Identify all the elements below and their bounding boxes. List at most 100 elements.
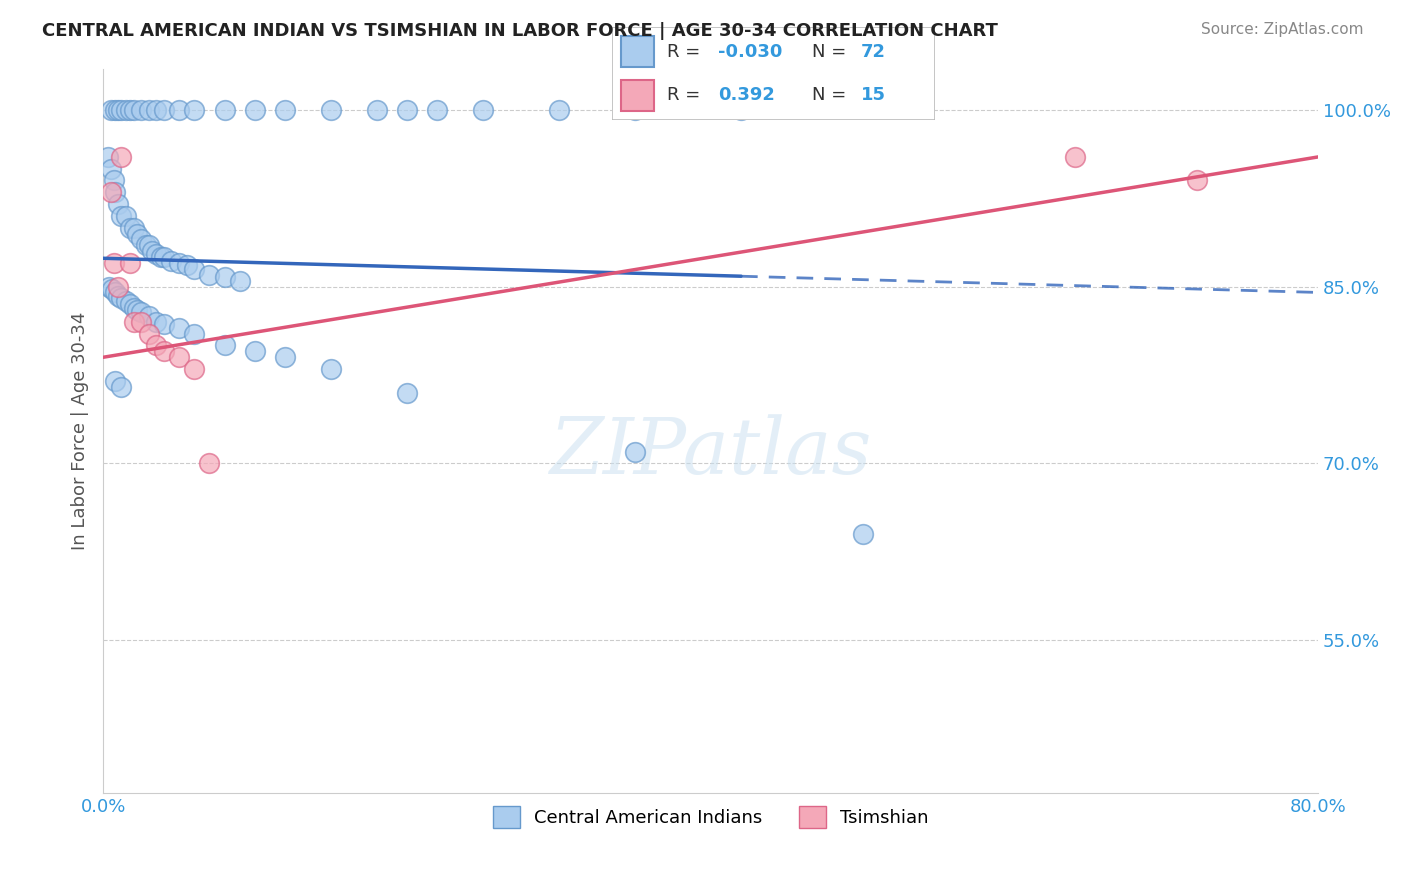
Point <box>107 197 129 211</box>
Text: -0.030: -0.030 <box>718 43 783 61</box>
Text: 15: 15 <box>860 87 886 104</box>
Text: R =: R = <box>666 43 700 61</box>
Point <box>214 103 236 117</box>
Point <box>243 103 266 117</box>
Point <box>122 315 145 329</box>
Text: 0.392: 0.392 <box>718 87 775 104</box>
Point <box>183 261 205 276</box>
Point <box>110 103 132 117</box>
FancyBboxPatch shape <box>621 80 654 111</box>
Point <box>97 150 120 164</box>
Text: 72: 72 <box>860 43 886 61</box>
Point <box>623 103 645 117</box>
Point <box>103 173 125 187</box>
Point <box>98 279 121 293</box>
FancyBboxPatch shape <box>612 27 935 120</box>
Point <box>115 209 138 223</box>
Point <box>125 303 148 318</box>
Point <box>107 279 129 293</box>
Point <box>319 362 342 376</box>
Point <box>160 253 183 268</box>
Text: N =: N = <box>813 43 846 61</box>
Point <box>107 103 129 117</box>
Point <box>100 103 122 117</box>
Point <box>471 103 494 117</box>
Point <box>183 103 205 117</box>
Point <box>153 344 176 359</box>
Point <box>167 256 190 270</box>
Point <box>104 186 127 200</box>
Point <box>395 385 418 400</box>
Point <box>395 103 418 117</box>
Point <box>198 456 221 470</box>
Point <box>547 103 569 117</box>
Point <box>167 103 190 117</box>
Point <box>110 380 132 394</box>
Point <box>1185 173 1208 187</box>
Point <box>145 103 167 117</box>
Point <box>366 103 388 117</box>
Point <box>730 103 752 117</box>
Point <box>100 161 122 176</box>
Point <box>110 209 132 223</box>
Point <box>104 285 127 300</box>
Point <box>153 250 176 264</box>
Text: R =: R = <box>666 87 700 104</box>
Point <box>141 244 163 259</box>
Point <box>120 297 142 311</box>
Point <box>138 326 160 341</box>
Point <box>104 374 127 388</box>
Point <box>120 256 142 270</box>
Point <box>145 246 167 260</box>
Text: Source: ZipAtlas.com: Source: ZipAtlas.com <box>1201 22 1364 37</box>
Point <box>176 258 198 272</box>
Y-axis label: In Labor Force | Age 30-34: In Labor Force | Age 30-34 <box>72 311 89 550</box>
Point <box>145 338 167 352</box>
Point <box>125 227 148 241</box>
Point <box>103 256 125 270</box>
Point <box>153 103 176 117</box>
Legend: Central American Indians, Tsimshian: Central American Indians, Tsimshian <box>485 798 936 835</box>
Point <box>243 344 266 359</box>
Point <box>167 351 190 365</box>
Point <box>107 289 129 303</box>
Point <box>129 232 152 246</box>
Point <box>214 270 236 285</box>
Point <box>138 103 160 117</box>
Point <box>122 301 145 315</box>
Point <box>1064 150 1087 164</box>
Point <box>115 103 138 117</box>
Point <box>110 291 132 305</box>
Point <box>274 351 297 365</box>
Point <box>115 293 138 308</box>
Point <box>214 338 236 352</box>
Point <box>167 320 190 334</box>
Point <box>198 268 221 282</box>
Point <box>426 103 449 117</box>
Point <box>104 103 127 117</box>
Point <box>129 305 152 319</box>
Point <box>145 315 167 329</box>
Point <box>110 150 132 164</box>
Point <box>129 315 152 329</box>
Point <box>623 444 645 458</box>
Point <box>101 282 124 296</box>
Point <box>122 103 145 117</box>
FancyBboxPatch shape <box>621 36 654 67</box>
Point <box>229 274 252 288</box>
Point <box>120 220 142 235</box>
Text: CENTRAL AMERICAN INDIAN VS TSIMSHIAN IN LABOR FORCE | AGE 30-34 CORRELATION CHAR: CENTRAL AMERICAN INDIAN VS TSIMSHIAN IN … <box>42 22 998 40</box>
Point <box>153 318 176 332</box>
Point <box>138 309 160 323</box>
Point <box>183 326 205 341</box>
Point <box>100 186 122 200</box>
Point <box>122 220 145 235</box>
Point <box>135 238 157 252</box>
Point <box>138 238 160 252</box>
Text: ZIPatlas: ZIPatlas <box>550 415 872 491</box>
Text: N =: N = <box>813 87 846 104</box>
Point <box>183 362 205 376</box>
Point <box>120 103 142 117</box>
Point <box>129 103 152 117</box>
Point <box>274 103 297 117</box>
